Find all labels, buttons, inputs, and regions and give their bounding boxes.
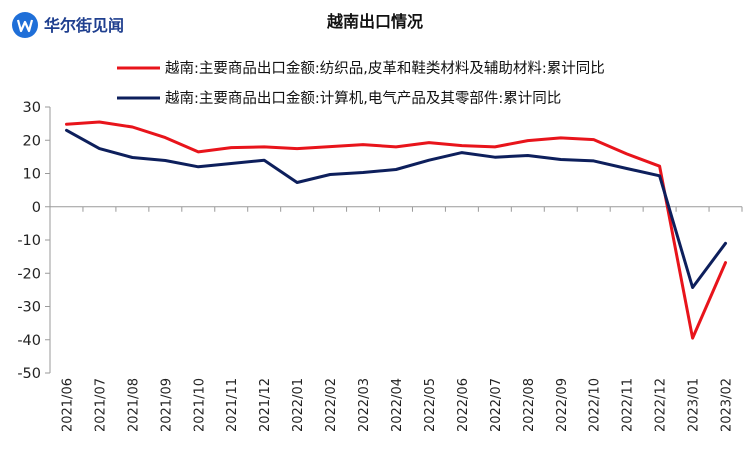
x-tick-label: 2021/06 — [60, 378, 75, 432]
x-tick-label: 2022/09 — [555, 378, 570, 432]
x-tick-label: 2022/05 — [423, 378, 438, 432]
x-tick-label: 2021/12 — [258, 378, 273, 432]
y-tick-label: -20 — [17, 266, 41, 282]
x-tick-label: 2022/06 — [456, 378, 471, 432]
legend-item-series-2: 越南:主要商品出口金额:计算机,电气产品及其零部件:累计同比 — [117, 90, 561, 107]
x-tick-label: 2022/11 — [621, 378, 636, 432]
x-tick-label: 2021/11 — [225, 378, 240, 432]
legend-item-series-1: 越南:主要商品出口金额:纺织品,皮革和鞋类材料及辅助材料:累计同比 — [117, 60, 605, 77]
x-tick-label: 2022/10 — [588, 378, 603, 432]
wallstreetcn-logo-icon — [12, 12, 38, 38]
x-tick-label: 2022/12 — [654, 378, 669, 432]
brand-name: 华尔街见闻 — [44, 16, 124, 35]
y-tick-label: -40 — [17, 333, 41, 349]
legend-label-series-2: 越南:主要商品出口金额:计算机,电气产品及其零部件:累计同比 — [165, 90, 561, 107]
x-tick-label: 2023/02 — [720, 378, 735, 432]
axes: 30 20 10 0 -10 -20 -30 -40 -50 2021/06 2021/07 2021… — [17, 100, 743, 432]
chart-title: 越南出口情况 — [326, 12, 423, 31]
y-tick-label: -10 — [17, 233, 41, 249]
y-tick-label: 20 — [23, 133, 41, 149]
series-line-2 — [65, 128, 727, 289]
x-tick-label: 2022/02 — [324, 378, 339, 432]
x-tick-label: 2021/10 — [192, 378, 207, 432]
logo-mark — [16, 19, 34, 33]
x-tick-label: 2022/03 — [357, 378, 372, 432]
x-tick-label: 2022/01 — [291, 378, 306, 432]
x-tick-label: 2022/04 — [390, 378, 405, 432]
series-line-1 — [65, 120, 727, 340]
y-tick-label: 10 — [23, 167, 41, 183]
legend: 越南:主要商品出口金额:纺织品,皮革和鞋类材料及辅助材料:累计同比 越南:主要商… — [117, 60, 605, 107]
brand-logo: 华尔街见闻 — [12, 12, 124, 38]
x-tick-label: 2021/07 — [93, 378, 108, 432]
y-tick-label: 0 — [32, 200, 41, 216]
x-tick-label: 2023/01 — [687, 378, 702, 432]
y-tick-label: -50 — [17, 366, 41, 382]
series-layer — [65, 120, 727, 340]
legend-label-series-1: 越南:主要商品出口金额:纺织品,皮革和鞋类材料及辅助材料:累计同比 — [165, 60, 605, 77]
y-tick-label: -30 — [17, 300, 41, 316]
y-tick-label: 30 — [23, 100, 41, 116]
x-tick-label: 2021/09 — [159, 378, 174, 432]
x-tick-label: 2022/08 — [522, 378, 537, 432]
x-tick-label: 2022/07 — [489, 378, 504, 432]
x-tick-label: 2021/08 — [126, 378, 141, 432]
